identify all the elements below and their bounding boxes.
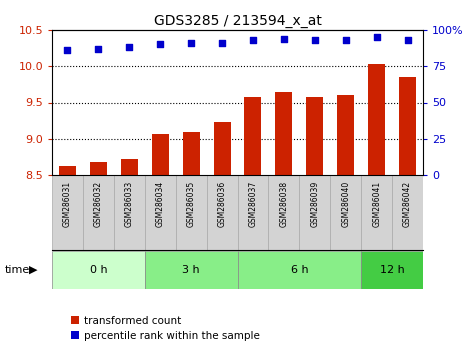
Bar	[83, 175, 114, 250]
Bar	[59, 166, 76, 175]
Bar	[213, 122, 230, 175]
Bar	[207, 175, 237, 250]
Bar	[275, 92, 292, 175]
Point	[218, 40, 226, 46]
Point	[311, 37, 319, 43]
Bar	[245, 97, 262, 175]
Point	[95, 46, 102, 52]
Bar	[268, 175, 299, 250]
Bar	[399, 77, 416, 175]
Point	[64, 47, 71, 53]
Text: GSM286040: GSM286040	[341, 181, 350, 227]
Text: 0 h: 0 h	[89, 265, 107, 275]
Bar	[337, 95, 354, 175]
Text: GSM286036: GSM286036	[218, 181, 227, 227]
Bar	[392, 175, 423, 250]
Text: 3 h: 3 h	[182, 265, 200, 275]
Point	[280, 36, 288, 41]
Bar	[361, 251, 423, 289]
Bar	[175, 175, 207, 250]
Bar	[52, 175, 83, 250]
Bar	[307, 97, 323, 175]
Text: GSM286039: GSM286039	[310, 181, 319, 227]
Bar	[145, 251, 237, 289]
Text: time: time	[5, 265, 30, 275]
Text: GSM286038: GSM286038	[280, 181, 289, 227]
Text: 12 h: 12 h	[380, 265, 404, 275]
Text: GSM286031: GSM286031	[63, 181, 72, 227]
Legend: transformed count, percentile rank within the sample: transformed count, percentile rank withi…	[67, 312, 264, 345]
Bar	[368, 64, 385, 175]
Text: GSM286035: GSM286035	[187, 181, 196, 227]
Text: GSM286037: GSM286037	[248, 181, 257, 227]
Bar	[183, 131, 200, 175]
Text: GSM286034: GSM286034	[156, 181, 165, 227]
Bar	[152, 134, 169, 175]
Point	[125, 45, 133, 50]
Bar	[361, 175, 392, 250]
Text: GSM286041: GSM286041	[372, 181, 381, 227]
Bar	[52, 251, 145, 289]
Bar	[145, 175, 175, 250]
Bar	[237, 175, 268, 250]
Text: GSM286042: GSM286042	[403, 181, 412, 227]
Point	[187, 40, 195, 46]
Bar	[237, 251, 361, 289]
Text: GSM286032: GSM286032	[94, 181, 103, 227]
Text: GSM286033: GSM286033	[125, 181, 134, 227]
Bar	[90, 162, 107, 175]
Text: 6 h: 6 h	[290, 265, 308, 275]
Bar	[299, 175, 330, 250]
Bar	[114, 175, 145, 250]
Point	[342, 37, 350, 43]
Title: GDS3285 / 213594_x_at: GDS3285 / 213594_x_at	[154, 13, 322, 28]
Bar	[121, 159, 138, 175]
Point	[249, 37, 257, 43]
Point	[373, 34, 380, 40]
Point	[157, 42, 164, 47]
Point	[404, 37, 412, 43]
Bar	[330, 175, 361, 250]
Text: ▶: ▶	[29, 265, 37, 275]
